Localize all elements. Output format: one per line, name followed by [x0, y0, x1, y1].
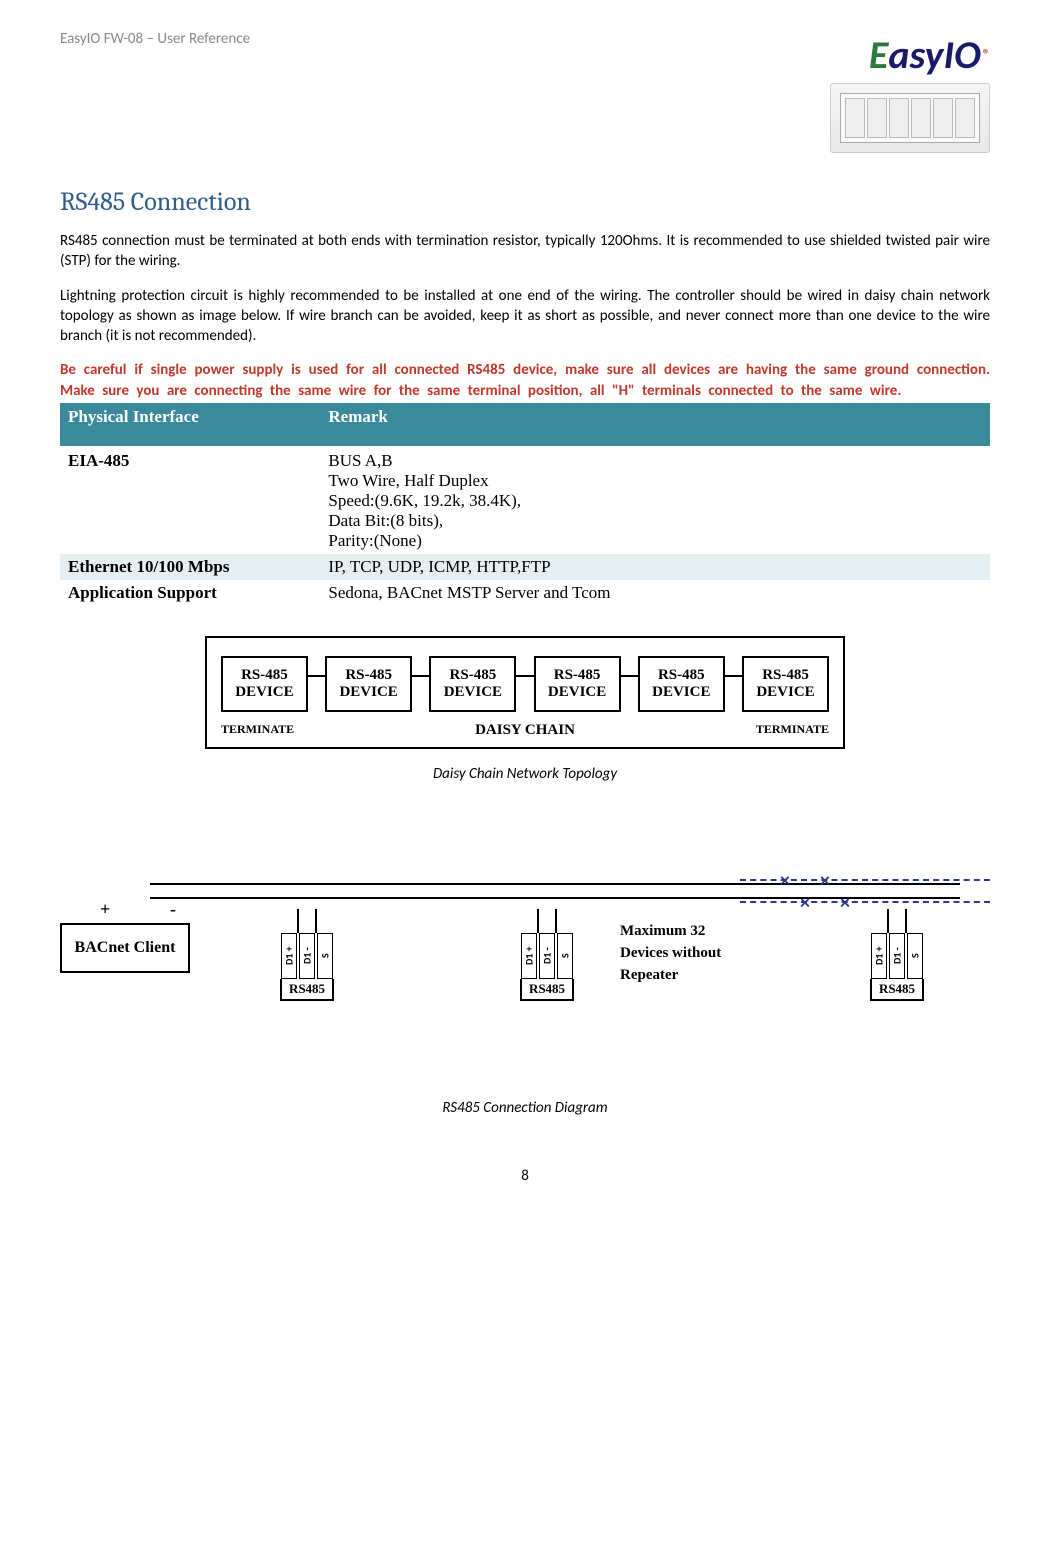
figure-1: RS-485DEVICE RS-485DEVICE RS-485DEVICE R…: [205, 636, 845, 749]
warning-paragraph: Be careful if single power supply is use…: [60, 360, 990, 401]
table-r2c2: IP, TCP, UDP, ICMP, HTTP,FTP: [320, 554, 990, 580]
table-r3c2: Sedona, BACnet MSTP Server and Tcom: [320, 580, 990, 606]
bacnet-client-box: BACnet Client: [60, 923, 190, 973]
plus-sign: +: [100, 899, 110, 920]
rs-device-box: RS-485DEVICE: [534, 656, 621, 712]
max-line2: Devices without: [620, 945, 721, 962]
daisy-chain-label: DAISY CHAIN: [294, 722, 756, 739]
logo-rest: asyIO: [888, 30, 980, 79]
figure-2: × × × × + - BACnet Client D1 + D1 - S RS…: [60, 853, 990, 1083]
header-right: EasyIO®: [830, 30, 990, 157]
table-r3c1: Application Support: [60, 580, 320, 606]
rs-device-box: RS-485DEVICE: [742, 656, 829, 712]
minus-sign: -: [170, 899, 176, 920]
figure-1-caption: Daisy Chain Network Topology: [60, 765, 990, 783]
logo-registered: ®: [983, 46, 990, 63]
paragraph-2: Lightning protection circuit is highly r…: [60, 286, 990, 347]
paragraph-1: RS485 connection must be terminated at b…: [60, 231, 990, 272]
terminate-right: TERMINATE: [756, 722, 829, 739]
rs485-node: D1 + D1 - S RS485: [520, 909, 574, 1001]
rs-device-box: RS-485DEVICE: [221, 656, 308, 712]
section-title: RS485 Connection: [60, 187, 990, 217]
logo-letter-e: E: [869, 30, 889, 79]
table-subheader: [60, 431, 990, 447]
rs-device-box: RS-485DEVICE: [325, 656, 412, 712]
r1c2-line2: Two Wire, Half Duplex: [328, 471, 982, 491]
table-r1c2: BUS A,B Two Wire, Half Duplex Speed:(9.6…: [320, 447, 990, 554]
logo: EasyIO®: [869, 30, 990, 79]
rs485-node: D1 + D1 - S RS485: [870, 909, 924, 1001]
page-header: EasyIO FW-08 – User Reference EasyIO®: [60, 30, 990, 157]
rs485-node: D1 + D1 - S RS485: [280, 909, 334, 1001]
rs-device-box: RS-485DEVICE: [429, 656, 516, 712]
table-r1c1: EIA-485: [60, 447, 320, 554]
r1c2-line4: Data Bit:(8 bits),: [328, 511, 982, 531]
figure-2-caption: RS485 Connection Diagram: [60, 1099, 990, 1117]
r1c2-line3: Speed:(9.6K, 19.2k, 38.4K),: [328, 491, 982, 511]
rs-device-box: RS-485DEVICE: [638, 656, 725, 712]
specs-table: Physical Interface Remark EIA-485 BUS A,…: [60, 403, 990, 606]
table-r2c1: Ethernet 10/100 Mbps: [60, 554, 320, 580]
device-image: [830, 83, 990, 153]
max-line1: Maximum 32: [620, 923, 705, 940]
header-left-text: EasyIO FW-08 – User Reference: [60, 30, 250, 48]
r1c2-line5: Parity:(None): [328, 531, 982, 551]
table-header-2: Remark: [320, 403, 990, 431]
r1c2-line1: BUS A,B: [328, 451, 982, 471]
terminate-left: TERMINATE: [221, 722, 294, 739]
max-line3: Repeater: [620, 967, 678, 984]
table-header-1: Physical Interface: [60, 403, 320, 431]
page-number: 8: [60, 1167, 990, 1185]
